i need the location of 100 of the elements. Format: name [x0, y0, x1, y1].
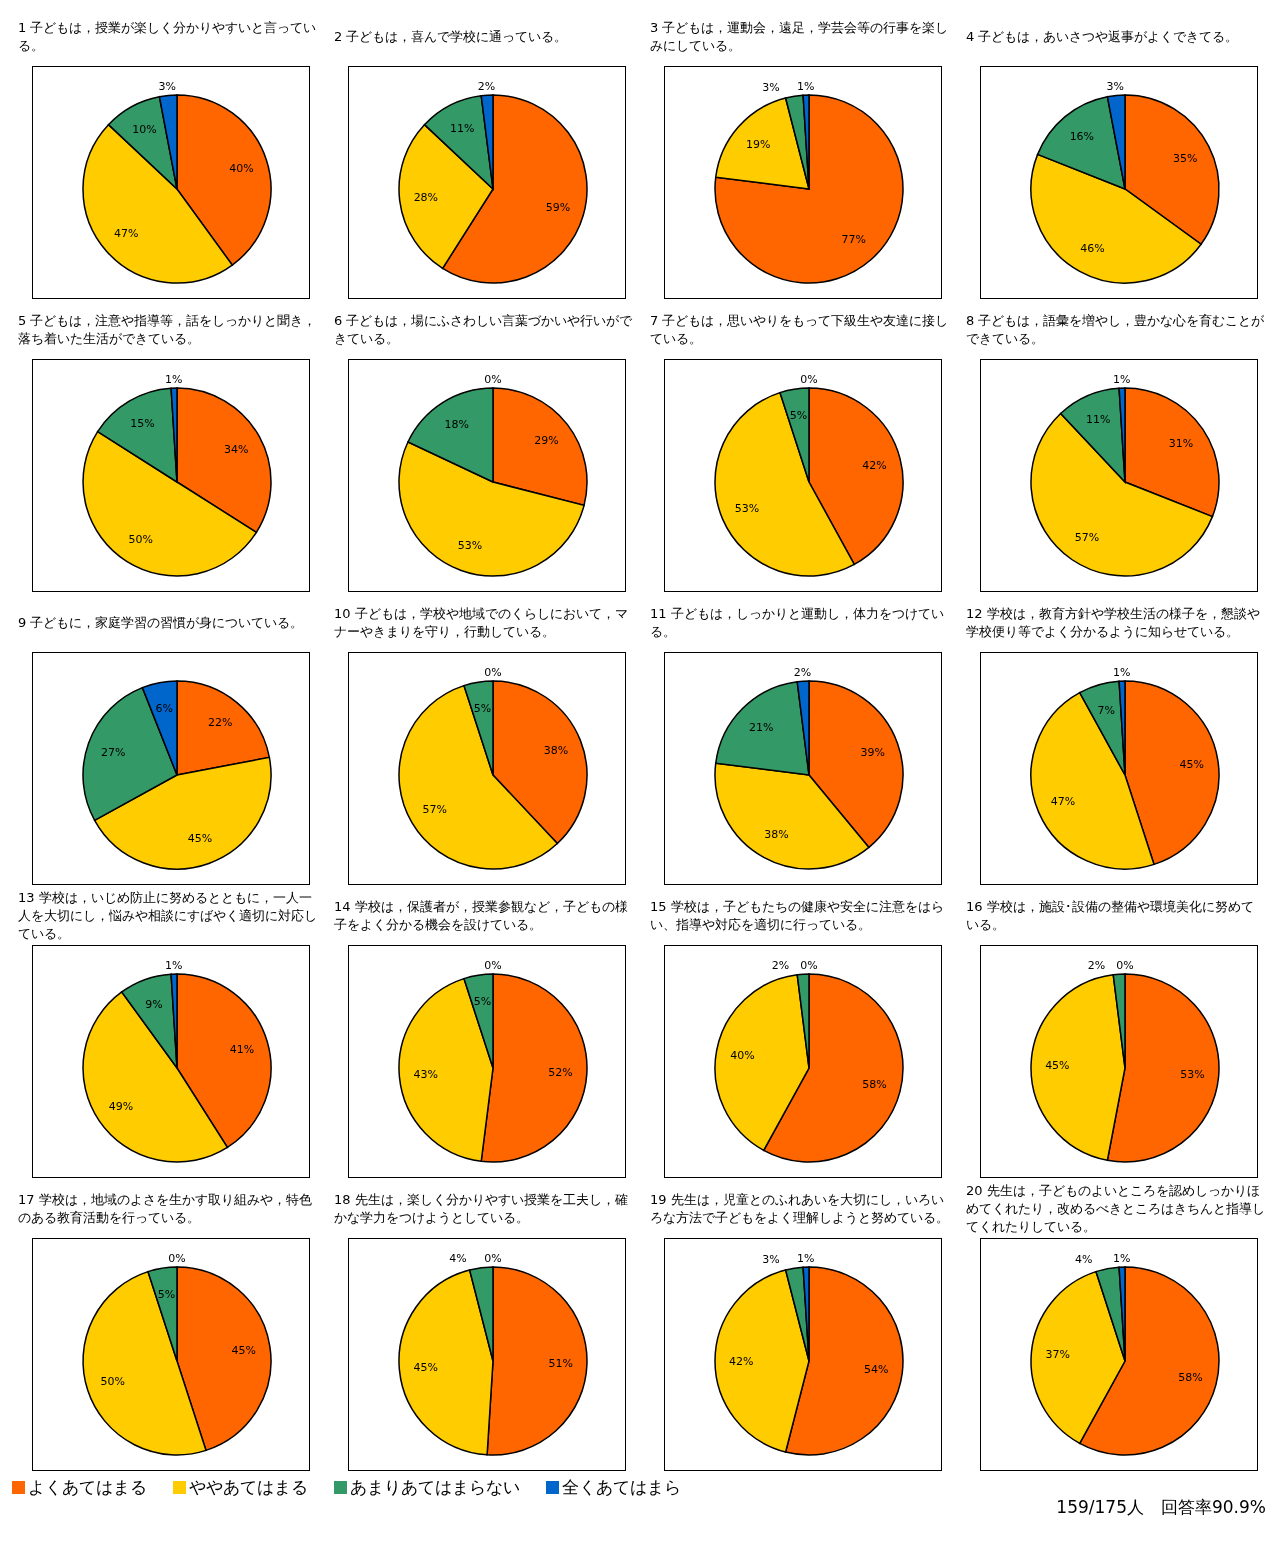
data-label: 15%	[130, 417, 155, 431]
data-label: 40%	[730, 1048, 755, 1062]
chart-title: 9 子どもに，家庭学習の習慣が身についている。	[18, 614, 304, 632]
text: 0%	[800, 372, 818, 386]
data-label: 43%	[413, 1067, 438, 1081]
data-label: 35%	[1173, 151, 1198, 165]
data-label: 39%	[860, 745, 885, 759]
data-label: 3%	[1106, 79, 1125, 93]
chart-title: 19 先生は，児童とのふれあいを大切にし，いろいろな方法で子どもをよく理解しようと努めている。	[650, 1191, 950, 1227]
chart-title: 13 学校は，いじめ防止に努めるとともに，一人一人を大切にし，悩みや相談にすばやく適切に対応している。	[18, 889, 318, 943]
data-label: 1%	[797, 1251, 815, 1265]
data-label: 77%	[841, 233, 866, 247]
data-label: 5%	[157, 1287, 176, 1301]
chart-title: 7 子どもは，思いやりをもって下級生や友達に接している。	[650, 312, 950, 348]
text: 0%	[484, 665, 502, 679]
chart-title: 14 学校は，保護者が，授業参観など，子どもの様子をよく分かる機会を設けている。	[334, 898, 629, 934]
data-label: 53%	[734, 502, 760, 516]
data-label: 5%	[473, 701, 492, 715]
chart-title: 10 子どもは，学校や地域でのくらしにおいて，マナーやきまりを守り，行動している。	[334, 605, 629, 641]
data-label: 3%	[158, 79, 177, 93]
data-label: 52%	[548, 1065, 573, 1079]
chart-title: 3 子どもは，運動会，遠足，学芸会等の行事を楽しみにしている。	[650, 19, 950, 55]
data-label: 38%	[543, 743, 569, 757]
data-label: 2%	[1087, 958, 1106, 972]
data-label: 4%	[449, 1252, 467, 1266]
data-label: 1%	[165, 958, 183, 972]
data-label: 2%	[771, 958, 790, 972]
chart-title: 11 子どもは，しっかりと運動し，体力をつけている。	[650, 605, 945, 641]
data-label: 45%	[1179, 757, 1205, 771]
data-label: 28%	[413, 190, 439, 204]
data-label: 19%	[746, 137, 771, 151]
data-label: 49%	[108, 1099, 134, 1113]
legend-label: あまりあてはまらない	[350, 1476, 520, 1499]
text: 0%	[1116, 958, 1134, 972]
data-label: 3%	[762, 80, 780, 94]
data-label: 42%	[729, 1354, 754, 1368]
data-label: 9%	[145, 997, 163, 1011]
data-label: 51%	[548, 1356, 573, 1370]
data-label: 1%	[797, 79, 815, 93]
data-label: 31%	[1168, 437, 1194, 451]
data-label: 53%	[457, 539, 483, 553]
legend-label: よくあてはまる	[28, 1476, 147, 1499]
data-label: 1%	[1113, 372, 1131, 386]
chart-title: 18 先生は，楽しく分かりやすい授業を工夫し，確かな学力をつけようとしている。	[334, 1191, 629, 1227]
chart-title: 20 先生は，子どものよいところを認めしっかりほめてくれたり，改めるべきところはきちんと指導してくれたりしている。	[966, 1182, 1266, 1236]
data-label: 45%	[413, 1360, 438, 1374]
text: 159/175人 回答率90.9%	[1056, 1496, 1266, 1519]
text: 0%	[800, 958, 818, 972]
data-label: 11%	[450, 122, 475, 136]
pie-slice	[714, 94, 904, 284]
data-label: 7%	[1097, 703, 1115, 717]
data-label: 3%	[762, 1252, 780, 1266]
data-label: 47%	[1050, 795, 1076, 809]
data-label: 40%	[229, 161, 254, 175]
data-label: 50%	[128, 532, 153, 546]
data-label: 58%	[1178, 1371, 1203, 1385]
chart-title: 15 学校は，子どもたちの健康や安全に注意をはらい、指導や対応を適切に行っている。	[650, 898, 945, 934]
chart-title: 16 学校は，施設･設備の整備や環境美化に努めている。	[966, 898, 1255, 934]
data-label: 10%	[132, 123, 157, 137]
data-label: 38%	[764, 827, 789, 841]
legend-label: 全くあてはまら	[562, 1476, 681, 1499]
data-label: 1%	[1113, 1251, 1131, 1265]
data-label: 21%	[748, 720, 774, 734]
legend-label: ややあてはまる	[189, 1476, 308, 1499]
data-label: 47%	[114, 227, 139, 241]
text: 0%	[484, 958, 502, 972]
data-label: 1%	[1113, 665, 1131, 679]
data-label: 1%	[165, 372, 183, 386]
data-label: 46%	[1080, 241, 1105, 255]
data-label: 2%	[793, 665, 812, 679]
data-label: 45%	[1045, 1059, 1070, 1073]
data-label: 22%	[207, 716, 233, 730]
data-label: 5%	[473, 994, 492, 1008]
data-label: 59%	[545, 201, 571, 215]
data-label: 41%	[229, 1042, 255, 1056]
data-label: 18%	[444, 418, 469, 432]
chart-title: 5 子どもは，注意や指導等，話をしっかりと聞き，落ち着いた生活ができている。	[18, 312, 318, 348]
data-label: 57%	[422, 802, 447, 816]
data-label: 29%	[534, 434, 559, 448]
data-label: 42%	[862, 458, 887, 472]
data-label: 45%	[187, 832, 213, 846]
data-label: 58%	[862, 1078, 887, 1092]
data-label: 4%	[1074, 1253, 1093, 1267]
data-label: 34%	[224, 442, 249, 456]
data-label: 27%	[101, 745, 126, 759]
data-label: 57%	[1074, 531, 1100, 545]
data-label: 50%	[100, 1375, 125, 1389]
data-label: 53%	[1180, 1067, 1205, 1081]
text: 0%	[484, 372, 502, 386]
data-label: 2%	[477, 79, 496, 93]
data-label: 45%	[231, 1343, 257, 1357]
chart-title: 17 学校は，地域のよさを生かす取り組みや，特色のある教育活動を行っている。	[18, 1191, 313, 1227]
chart-title: 2 子どもは，喜んで学校に通っている。	[334, 28, 568, 46]
text: 0%	[484, 1251, 502, 1265]
data-label: 16%	[1069, 130, 1095, 144]
data-label: 54%	[863, 1362, 889, 1376]
chart-title: 4 子どもは，あいさつや返事がよくできてる。	[966, 28, 1239, 46]
text: 0%	[168, 1251, 186, 1265]
data-label: 11%	[1085, 413, 1111, 427]
data-label: 37%	[1045, 1348, 1070, 1362]
